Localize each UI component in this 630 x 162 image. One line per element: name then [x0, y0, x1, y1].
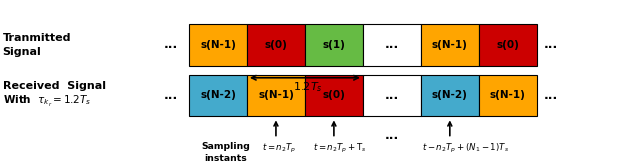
Text: $t=n_2T_p$: $t=n_2T_p$	[262, 142, 296, 155]
Text: s(N-2): s(N-2)	[200, 90, 236, 100]
Text: $1.2T_s$: $1.2T_s$	[293, 81, 323, 94]
Text: Sampling
instants: Sampling instants	[201, 142, 250, 162]
Text: s(0): s(0)	[496, 40, 519, 50]
Bar	[189, 24, 247, 66]
Bar	[479, 24, 537, 66]
Bar	[189, 75, 247, 116]
Text: s(N-2): s(N-2)	[432, 90, 467, 100]
Text: Tranmitted: Tranmitted	[3, 33, 71, 43]
Text: s(N-1): s(N-1)	[200, 40, 236, 50]
Text: s(N-1): s(N-1)	[432, 40, 467, 50]
Text: ...: ...	[544, 89, 558, 102]
Text: ...: ...	[385, 89, 399, 102]
Text: ...: ...	[164, 89, 178, 102]
Text: With  $\tau_{k_r}=1.2T_s$: With $\tau_{k_r}=1.2T_s$	[3, 94, 91, 109]
Bar	[363, 75, 421, 116]
Text: s(N-1): s(N-1)	[258, 90, 294, 100]
Text: $t=n_2T_p+\mathrm{T}_s$: $t=n_2T_p+\mathrm{T}_s$	[313, 142, 367, 155]
Bar	[247, 24, 305, 66]
Text: ...: ...	[385, 129, 399, 142]
Text: Signal: Signal	[3, 47, 42, 57]
Bar	[421, 75, 479, 116]
Bar	[363, 24, 421, 66]
Text: Received  Signal: Received Signal	[3, 81, 105, 91]
Text: s(N-1): s(N-1)	[490, 90, 525, 100]
Text: s(0): s(0)	[265, 40, 287, 50]
Bar	[305, 24, 363, 66]
Text: ...: ...	[385, 38, 399, 52]
Bar	[421, 24, 479, 66]
Bar	[247, 75, 305, 116]
Text: $t-n_2T_p+(N_1-1)T_s$: $t-n_2T_p+(N_1-1)T_s$	[422, 142, 509, 155]
Text: ...: ...	[544, 38, 558, 52]
Text: s(0): s(0)	[323, 90, 345, 100]
Bar	[305, 75, 363, 116]
Text: s(1): s(1)	[323, 40, 345, 50]
Text: ...: ...	[164, 38, 178, 52]
Bar	[479, 75, 537, 116]
